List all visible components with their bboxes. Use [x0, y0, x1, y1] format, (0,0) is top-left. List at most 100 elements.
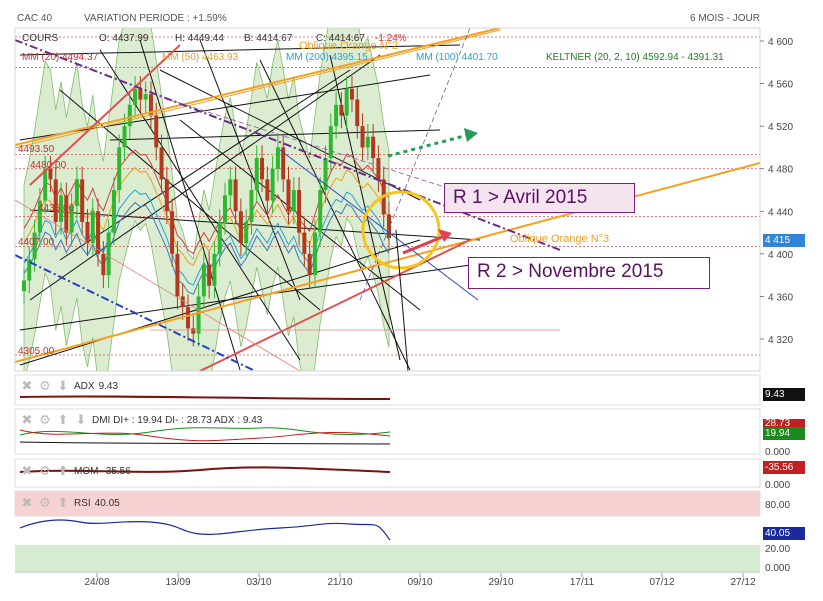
blue-line: [279, 149, 479, 301]
adx-value: 9.43: [98, 380, 119, 392]
annotation-r1: R 1 > Avril 2015: [444, 183, 635, 213]
candle-body: [365, 136, 370, 148]
dmi-plus-box: 19.94: [763, 427, 805, 440]
candle-body: [244, 221, 249, 244]
candle-body: [133, 88, 138, 105]
fan-line: [19, 239, 421, 366]
adx-label: ADX: [74, 380, 95, 392]
candle-body: [80, 179, 85, 222]
dmi-panel: [14, 408, 761, 455]
adx-panel: [14, 374, 761, 406]
candle-body: [223, 195, 228, 222]
ohlc-close: C: 4414.67: [316, 33, 365, 44]
candle-body: [101, 253, 106, 276]
candle-body: [154, 115, 159, 148]
candle-body: [59, 195, 64, 222]
rsi-line: [19, 519, 391, 541]
candle-body: [334, 104, 339, 127]
fan-line: [199, 39, 301, 301]
pink-line: [15, 199, 301, 371]
level-4493: 4493.50: [18, 144, 55, 155]
y-tick-label: 4 520: [768, 122, 793, 133]
candle-body: [143, 94, 148, 100]
period-label: 6 MOIS - JOUR: [690, 13, 761, 24]
gear-icon[interactable]: ⚙: [39, 495, 51, 510]
close-icon[interactable]: ✖: [21, 495, 33, 510]
candle-body: [111, 190, 116, 233]
candle-body: [233, 179, 238, 212]
close-icon[interactable]: ✖: [21, 412, 33, 427]
ohlc-open: O: 4437.99: [99, 33, 149, 44]
level-4480: 4480.00: [30, 160, 67, 171]
candle-body: [275, 147, 280, 169]
legend-mm100: MM (100) 4401.70: [416, 52, 498, 63]
x-tick-label: 29/10: [488, 577, 513, 588]
candle-body: [349, 88, 354, 100]
rsi-20: 20.00: [765, 544, 791, 555]
oblique-2-label: Oblique Orange N°2: [299, 40, 399, 52]
x-tick-label: 17/11: [570, 577, 595, 588]
gear-icon[interactable]: ⚙: [39, 378, 51, 393]
legend-mm50: MM (50) 4463.93: [162, 52, 239, 63]
rsi-oversold-zone: [15, 545, 760, 571]
candle-body: [27, 259, 32, 281]
arrow-down-icon[interactable]: ⬇: [75, 412, 87, 427]
arrow-up-icon[interactable]: ⬆: [57, 463, 69, 478]
gear-icon[interactable]: ⚙: [39, 412, 51, 427]
cours-label: COURS: [22, 33, 59, 44]
candle-body: [117, 147, 122, 190]
dmi-label: DMI DI+ : 19.94 DI- : 28.73 ADX : 9.43: [92, 414, 263, 426]
candle-body: [69, 205, 74, 233]
mom-value-box: -35.56: [763, 461, 805, 474]
blue-dashdot: [15, 254, 256, 371]
candle-body: [376, 158, 381, 180]
candle-body: [180, 296, 185, 308]
x-tick-label: 27/12: [730, 577, 755, 588]
close-icon[interactable]: ✖: [21, 378, 33, 393]
index-name: CAC 40: [17, 13, 53, 24]
keltner-band: [23, 28, 390, 371]
candle-body: [196, 296, 201, 334]
mom-zero: 0.000: [765, 480, 791, 491]
candle-body: [360, 126, 365, 148]
adx-controls: ✖ ⚙ ⬇ ADX 9.43: [20, 379, 118, 393]
red-support-line: [199, 239, 471, 371]
arrow-up-icon[interactable]: ⬆: [57, 412, 69, 427]
candle-body: [207, 264, 212, 286]
gear-icon[interactable]: ⚙: [39, 463, 51, 478]
last-price-box: 4 415: [763, 234, 805, 247]
oblique-3-label: Oblique Orange N°3: [510, 233, 610, 245]
y-tick-label: 4 600: [768, 37, 793, 48]
dmi-controls: ✖ ⚙ ⬆ ⬇ DMI DI+ : 19.94 DI- : 28.73 ADX …: [20, 412, 263, 427]
rsi-value-box: 40.05: [763, 527, 805, 540]
x-tick-label: 07/12: [649, 577, 674, 588]
purple-resistance: [15, 39, 561, 251]
ohlc-change: -1.24%: [375, 33, 407, 44]
candle-body: [85, 221, 90, 244]
green-arrowhead: [464, 128, 478, 142]
mom-panel: [14, 458, 761, 488]
y-tick-label: 4 560: [768, 80, 793, 91]
candle-body: [90, 211, 95, 244]
mom-controls: ✖ ⚙ ⬆ MOM -35.56: [20, 464, 131, 478]
arrow-down-icon[interactable]: ⬇: [57, 378, 69, 393]
legend-mm20: MM (20) 4494.37: [22, 52, 99, 63]
candle-body: [164, 179, 169, 212]
candle-body: [138, 88, 143, 100]
candle-body: [328, 126, 333, 159]
candle-body: [318, 190, 323, 233]
ma50-line: [23, 167, 390, 266]
arrow-up-icon[interactable]: ⬆: [57, 495, 69, 510]
x-tick-label: 03/10: [246, 577, 271, 588]
candle-body: [291, 190, 296, 212]
candle-body: [170, 211, 175, 254]
adx-value-box: 9.43: [763, 388, 805, 401]
di-plus-line: [19, 427, 391, 436]
legend-mm200: MM (200) 4395.15: [286, 52, 368, 63]
candle-body: [387, 214, 391, 238]
candle-body: [344, 88, 349, 116]
level-4305: 4305.00: [18, 346, 55, 357]
close-icon[interactable]: ✖: [21, 463, 33, 478]
ohlc-low: B: 4414.67: [244, 33, 293, 44]
candle-body: [22, 280, 26, 292]
